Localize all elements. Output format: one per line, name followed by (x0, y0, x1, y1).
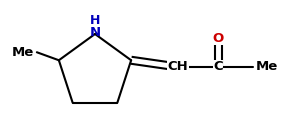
Text: CH: CH (168, 61, 188, 73)
Text: H: H (90, 15, 100, 28)
Text: Me: Me (12, 46, 34, 59)
Text: O: O (212, 31, 224, 45)
Text: C: C (213, 61, 223, 73)
Text: Me: Me (256, 61, 278, 73)
Text: N: N (89, 26, 101, 39)
